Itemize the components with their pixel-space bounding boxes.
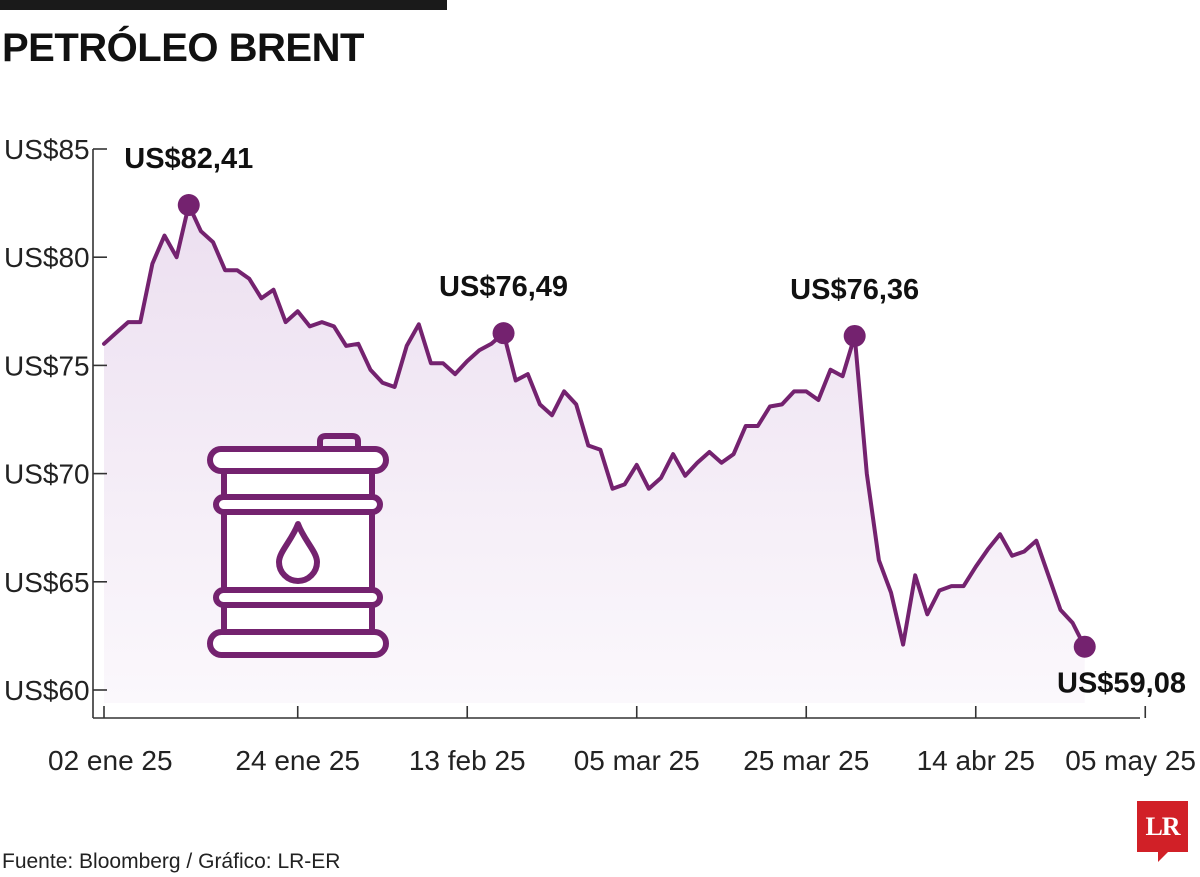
highlight-point xyxy=(492,322,515,345)
highlight-point xyxy=(1073,635,1096,658)
chart-title: PETRÓLEO BRENT xyxy=(2,26,364,70)
oil-barrel-icon xyxy=(207,433,389,658)
price-annotation: US$59,08 xyxy=(1057,668,1186,700)
x-tick-label: 14 abr 25 xyxy=(917,745,1035,776)
x-tick-label: 25 mar 25 xyxy=(743,745,869,776)
source-note: Fuente: Bloomberg / Gráfico: LR-ER xyxy=(2,850,341,873)
y-tick-label: US$80 xyxy=(4,242,90,273)
top-rule xyxy=(0,0,447,10)
highlight-point xyxy=(843,324,866,347)
y-tick-label: US$85 xyxy=(4,134,90,165)
y-tick-label: US$75 xyxy=(4,350,90,381)
price-annotation: US$76,49 xyxy=(439,271,568,303)
y-tick-label: US$70 xyxy=(4,459,90,490)
y-tick-label: US$65 xyxy=(4,567,90,598)
price-annotation: US$82,41 xyxy=(124,143,253,175)
y-tick-label: US$60 xyxy=(4,675,90,706)
highlight-point xyxy=(177,194,200,217)
price-line xyxy=(102,203,1087,649)
price-annotation: US$76,36 xyxy=(790,274,919,306)
lr-logo-tail xyxy=(1158,852,1168,862)
x-tick-label: 05 mar 25 xyxy=(574,745,700,776)
x-tick-label: 24 ene 25 xyxy=(235,745,360,776)
lr-logo: LR xyxy=(1137,801,1188,852)
x-tick-label: 05 may 25 xyxy=(1065,745,1196,776)
x-tick-label: 13 feb 25 xyxy=(409,745,526,776)
x-tick-label: 02 ene 25 xyxy=(48,745,173,776)
